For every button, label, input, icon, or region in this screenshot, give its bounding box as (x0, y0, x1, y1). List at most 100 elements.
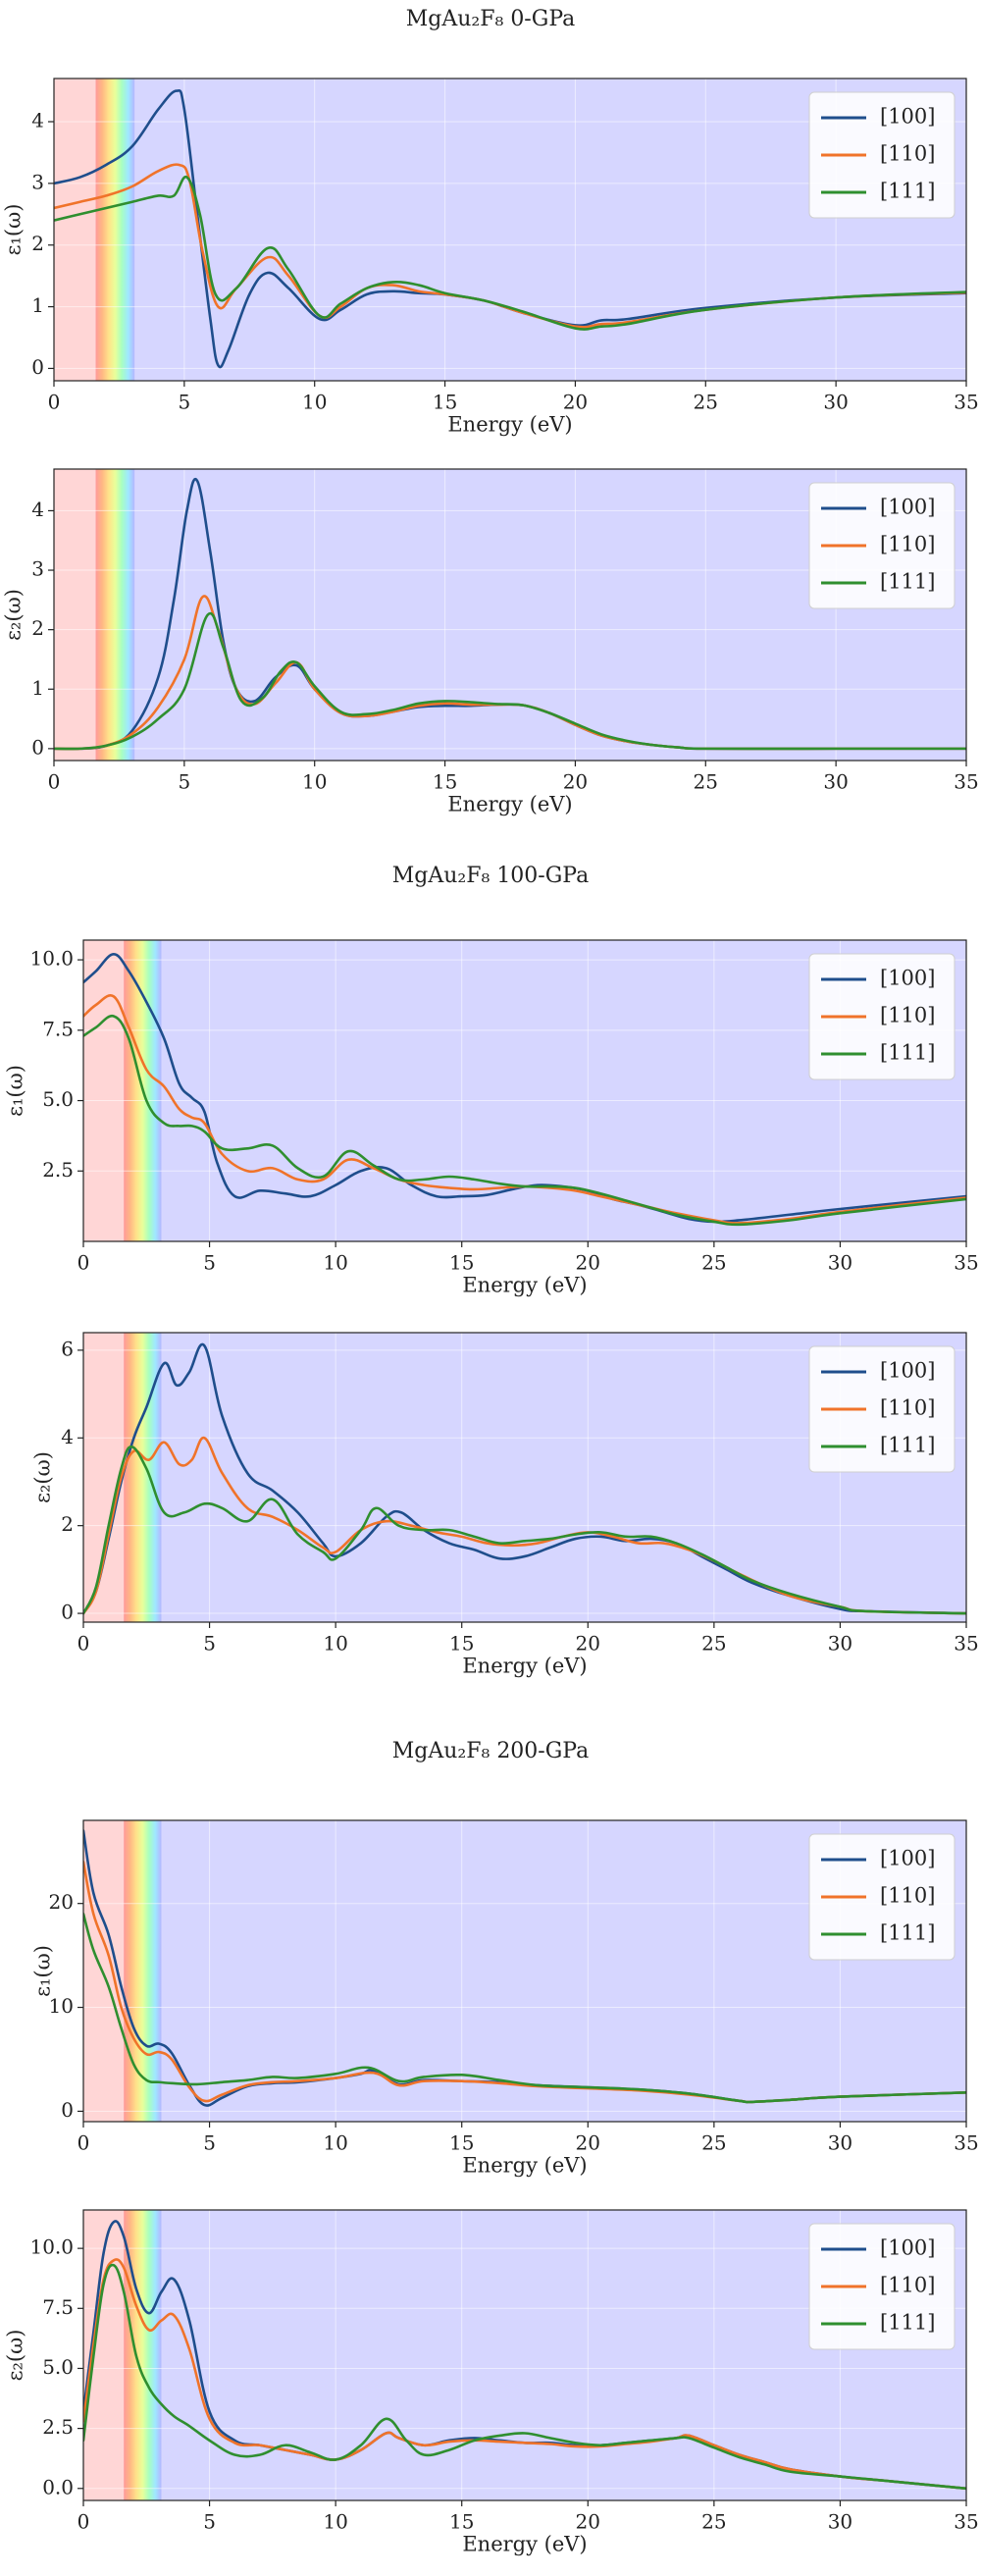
x-tick-label: 30 (828, 1251, 852, 1275)
group-title: MgAu₂F₈ 100-GPa (392, 864, 590, 888)
x-tick-label: 25 (701, 1632, 726, 1656)
plot-frame (53, 78, 967, 382)
visible-spectrum-band (95, 79, 135, 381)
legend-label: [111] (880, 180, 935, 203)
x-tick-label: 15 (449, 1251, 474, 1275)
x-tick-label: 20 (576, 1632, 600, 1656)
x-tick-label: 35 (954, 2131, 978, 2155)
visible-spectrum-band (124, 1820, 162, 2122)
legend-label: [111] (880, 1041, 935, 1065)
x-tick-label: 25 (701, 2510, 726, 2534)
x-tick-label: 25 (694, 391, 718, 414)
x-tick-label: 10 (302, 770, 327, 794)
series-line-111 (83, 1445, 966, 1615)
plot-frame (82, 939, 967, 1242)
series-group (83, 953, 966, 1227)
y-tick-label: 20 (49, 1890, 74, 1914)
y-tick-label: 3 (31, 170, 44, 193)
x-tick-label: 25 (701, 1251, 726, 1275)
group-title: MgAu₂F₈ 200-GPa (392, 1739, 590, 1763)
legend: [100] [110] [111] (808, 1833, 955, 1961)
series-line-111 (83, 2263, 966, 2491)
y-tick-label: 5.0 (42, 1087, 74, 1111)
legend-label: [111] (880, 570, 935, 594)
y-tick-label: 10 (49, 1994, 74, 2018)
x-tick-label: 0 (77, 2131, 90, 2155)
x-axis-label: Energy (eV) (462, 2154, 587, 2178)
y-tick-label: 2 (61, 1512, 74, 1536)
x-tick-label: 10 (323, 2131, 347, 2155)
x-axis-label: Energy (eV) (462, 1655, 587, 1678)
series-line-111 (83, 1912, 966, 2104)
legend-box (808, 953, 955, 1080)
x-tick-label: 20 (576, 1251, 600, 1275)
legend: [100] [110] [111] (808, 953, 955, 1080)
x-tick-label: 0 (77, 1251, 90, 1275)
y-tick-label: 2.5 (42, 2415, 74, 2439)
x-tick-label: 10 (302, 391, 327, 414)
panel-g0-e2: 0 5 10 15 20 25 30 35 0 1 2 3 4 Energy (eV) ε₂(ω) [100]… (2, 468, 979, 816)
plot-frame (82, 1332, 967, 1623)
x-tick-label: 35 (954, 391, 978, 414)
legend-box (808, 91, 955, 219)
y-tick-label: 0 (31, 735, 44, 759)
legend-label: [100] (880, 496, 935, 519)
y-tick-label: 4 (31, 109, 44, 132)
legend-label: [100] (880, 2236, 935, 2260)
y-tick-label: 0 (61, 2098, 74, 2122)
series-line-110 (54, 163, 966, 329)
x-tick-label: 5 (203, 1632, 216, 1656)
x-axis-label: Energy (eV) (447, 793, 572, 816)
legend: [100] [110] [111] (808, 482, 955, 609)
visible-spectrum-band (124, 1333, 162, 1622)
y-tick-label: 4 (61, 1425, 74, 1448)
x-tick-label: 30 (828, 1632, 852, 1656)
y-tick-label: 6 (61, 1337, 74, 1360)
y-axis-label: ε₁(ω) (4, 1065, 27, 1117)
legend: [100] [110] [111] (808, 91, 955, 219)
x-tick-label: 30 (828, 2131, 852, 2155)
legend-box (808, 1833, 955, 1961)
infrared-region (54, 79, 96, 381)
x-tick-label: 35 (954, 1251, 978, 1275)
x-tick-label: 15 (433, 391, 457, 414)
y-tick-label: 2 (31, 616, 44, 640)
y-axis-label: ε₁(ω) (31, 1945, 55, 1997)
legend-label: [111] (880, 1434, 935, 1457)
y-tick-label: 0 (61, 1601, 74, 1624)
visible-spectrum-band (124, 2210, 162, 2500)
y-tick-label: 4 (31, 498, 44, 521)
series-line-100 (83, 1342, 966, 1615)
series-group (83, 1342, 966, 1615)
series-group (83, 1829, 966, 2107)
x-tick-label: 20 (563, 391, 588, 414)
group-title: MgAu₂F₈ 0-GPa (406, 7, 576, 31)
y-tick-label: 2 (31, 232, 44, 255)
x-tick-label: 0 (48, 391, 61, 414)
x-tick-label: 0 (77, 2510, 90, 2534)
x-tick-label: 5 (203, 1251, 216, 1275)
x-tick-label: 15 (449, 1632, 474, 1656)
x-tick-label: 30 (823, 391, 848, 414)
x-tick-label: 10 (323, 1632, 347, 1656)
visible-spectrum-band (95, 469, 135, 761)
x-tick-label: 0 (77, 1632, 90, 1656)
plot-frame (82, 1819, 967, 2123)
y-axis-label: ε₂(ω) (4, 2330, 27, 2382)
x-axis-label: Energy (eV) (447, 413, 572, 437)
legend-label: [100] (880, 1359, 935, 1383)
x-tick-label: 35 (954, 770, 978, 794)
x-tick-label: 25 (694, 770, 718, 794)
x-tick-label: 35 (954, 1632, 978, 1656)
y-tick-label: 7.5 (42, 1017, 74, 1040)
legend-box (808, 482, 955, 609)
y-tick-label: 10.0 (29, 2235, 74, 2259)
x-axis-label: Energy (eV) (462, 1274, 587, 1297)
x-tick-label: 30 (823, 770, 848, 794)
legend-label: [111] (880, 1921, 935, 1945)
legend-label: [100] (880, 967, 935, 990)
series-line-111 (54, 175, 966, 331)
